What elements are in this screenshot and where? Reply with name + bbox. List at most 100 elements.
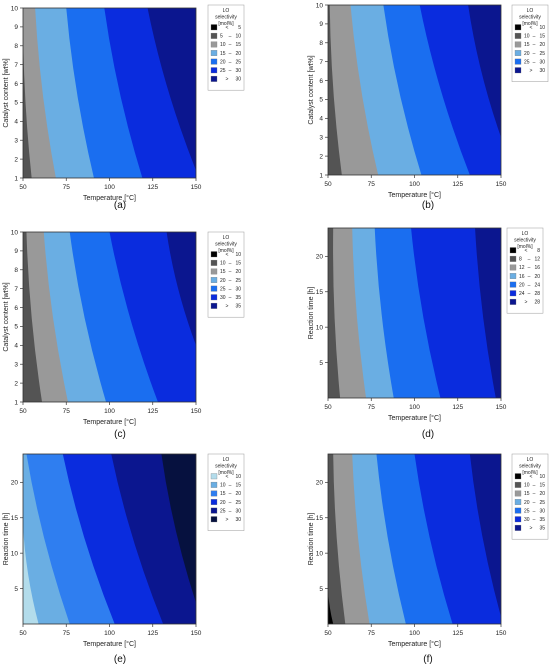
legend-label: 28: [534, 300, 540, 306]
y-tick-label: 6: [14, 305, 18, 312]
x-tick-label: 100: [409, 404, 420, 411]
legend-label: 25: [524, 508, 530, 514]
y-tick-label: 3: [319, 135, 323, 142]
legend-label: <: [226, 252, 229, 258]
legend-swatch: [210, 75, 218, 82]
panel-tag: (d): [422, 429, 434, 440]
legend-swatch: [514, 524, 522, 531]
legend-swatch: [509, 247, 517, 254]
y-tick-label: 20: [11, 480, 19, 487]
y-tick-label: 5: [319, 586, 323, 593]
legend-swatch: [210, 294, 218, 301]
legend-label: –: [229, 261, 232, 267]
y-tick-label: 1: [14, 399, 18, 406]
legend-swatch: [509, 298, 517, 305]
chart-panel: 50 75 100 125 150 1 2 3 4 5 6 7 8 9 10 Temperature [°C]…: [308, 2, 549, 211]
plot-area: [328, 5, 501, 175]
x-tick-label: 100: [104, 630, 115, 637]
y-tick-label: 9: [319, 21, 323, 28]
contour-region: [328, 454, 346, 624]
legend-label: <: [530, 25, 533, 31]
legend-swatch: [210, 268, 218, 275]
x-tick-label: 125: [452, 630, 463, 637]
legend-label: 25: [235, 500, 241, 506]
legend-label: 10: [539, 474, 545, 480]
legend-label: 10: [539, 25, 545, 31]
y-tick-label: 7: [319, 59, 323, 66]
legend-label: 20: [539, 491, 545, 497]
legend-label: 25: [220, 68, 226, 74]
legend-swatch: [514, 507, 522, 514]
y-tick-label: 15: [316, 289, 324, 296]
x-axis-label: Temperature [°C]: [83, 194, 136, 202]
legend-label: 10: [235, 474, 241, 480]
x-tick-label: 75: [63, 630, 71, 637]
legend-swatch: [509, 264, 517, 271]
legend-swatch: [210, 251, 218, 258]
contour-region: [328, 5, 342, 175]
y-tick-label: 20: [316, 480, 324, 487]
legend-title: selectivity: [215, 242, 237, 248]
legend-title: [mol%]: [517, 244, 533, 250]
legend-label: 10: [220, 483, 226, 489]
x-tick-label: 50: [19, 630, 27, 637]
legend-label: 24: [534, 282, 540, 288]
legend-label: 30: [524, 517, 530, 523]
legend-label: 15: [235, 42, 241, 48]
legend-label: 20: [235, 51, 241, 57]
x-tick-label: 50: [324, 404, 332, 411]
legend-swatch: [509, 273, 517, 279]
legend-swatch: [514, 32, 522, 39]
legend-label: >: [226, 517, 229, 523]
legend-label: <: [226, 474, 229, 480]
legend-label: 10: [235, 252, 241, 258]
legend-label: –: [229, 483, 232, 489]
legend-label: 15: [539, 34, 545, 40]
legend-label: –: [229, 51, 232, 57]
legend-label: 30: [235, 508, 241, 514]
x-tick-label: 75: [63, 184, 71, 191]
chart-panel: 50 75 100 125 150 5 10 15 20 Temperature [°C] Reac…: [308, 453, 549, 665]
legend-label: –: [533, 59, 536, 65]
legend-swatch: [514, 481, 522, 488]
legend-label: 20: [524, 500, 530, 506]
x-tick-label: 125: [147, 184, 158, 191]
x-axis-label: Temperature [°C]: [388, 414, 441, 422]
y-tick-label: 6: [319, 78, 323, 85]
y-tick-label: 4: [319, 116, 323, 123]
chart-panel: 50 75 100 125 150 5 10 15 20 Temperature [°C] Reac…: [308, 226, 544, 440]
legend-swatch: [210, 58, 218, 65]
chart-panel: 50 75 100 125 150 5 10 15 20 Temperature [°C] Reac…: [3, 453, 245, 665]
legend-label: –: [229, 34, 232, 40]
panel-tag: (b): [422, 200, 434, 211]
contour-region: [328, 454, 334, 624]
legend-label: <: [525, 248, 528, 254]
legend-label: 20: [519, 282, 525, 288]
contour-region: [323, 226, 328, 400]
legend-label: >: [525, 300, 528, 306]
y-tick-label: 2: [319, 153, 323, 160]
legend-label: 15: [524, 42, 530, 48]
legend-swatch: [210, 302, 218, 309]
y-tick-label: 2: [14, 380, 18, 387]
legend-swatch: [514, 67, 522, 74]
legend-label: 25: [220, 508, 226, 514]
y-tick-label: 10: [11, 5, 19, 12]
y-axis-label: Catalyst content [wt%]: [3, 282, 10, 351]
legend-label: <: [530, 474, 533, 480]
x-tick-label: 75: [368, 630, 376, 637]
contour-region: [18, 230, 23, 404]
legend-label: 30: [220, 295, 226, 301]
legend-swatch: [210, 50, 218, 56]
legend-title: selectivity: [215, 15, 237, 21]
y-tick-label: 8: [14, 43, 18, 50]
legend-label: 25: [539, 51, 545, 57]
legend-label: 30: [539, 59, 545, 65]
x-tick-label: 50: [324, 181, 332, 188]
legend-label: 15: [524, 491, 530, 497]
legend-label: –: [229, 295, 232, 301]
x-tick-label: 75: [368, 404, 376, 411]
y-tick-label: 8: [319, 40, 323, 47]
